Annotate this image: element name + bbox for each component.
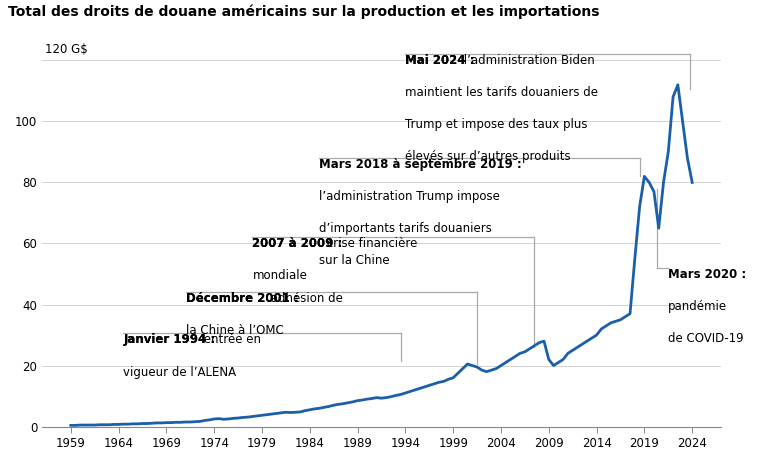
- Text: Mars 2018 à septembre 2019 :: Mars 2018 à septembre 2019 :: [319, 158, 522, 171]
- Text: de COVID-19: de COVID-19: [668, 332, 744, 345]
- Text: Total des droits de douane américains sur la production et les importations: Total des droits de douane américains su…: [8, 5, 599, 19]
- Text: Janvier 1994 : entrée en: Janvier 1994 : entrée en: [124, 333, 266, 346]
- Text: Mai 2024 :: Mai 2024 :: [406, 54, 475, 67]
- Text: maintient les tarifs douaniers de: maintient les tarifs douaniers de: [406, 86, 598, 100]
- Text: l’administration Biden: l’administration Biden: [460, 54, 594, 67]
- Text: Janvier 1994 :: Janvier 1994 :: [124, 333, 216, 346]
- Text: vigueur de l’ALENA: vigueur de l’ALENA: [124, 365, 237, 379]
- Text: Mai 2024 :: Mai 2024 :: [406, 54, 475, 67]
- Text: Décembre 2001 : adhésion de: Décembre 2001 : adhésion de: [186, 292, 363, 306]
- Text: pandémie: pandémie: [668, 300, 727, 313]
- Text: sur la Chine: sur la Chine: [319, 254, 390, 267]
- Text: Mars 2020 :: Mars 2020 :: [668, 268, 746, 281]
- Text: élevés sur d’autres produits: élevés sur d’autres produits: [406, 150, 571, 163]
- Text: Mai 2024 : l’administration Biden: Mai 2024 : l’administration Biden: [406, 54, 602, 67]
- Text: mondiale: mondiale: [253, 269, 307, 282]
- Text: Décembre 2001 :: Décembre 2001 :: [186, 292, 298, 306]
- Text: adhésion de: adhésion de: [267, 292, 343, 306]
- Text: Trump et impose des taux plus: Trump et impose des taux plus: [406, 118, 588, 131]
- Text: la Chine à l’OMC: la Chine à l’OMC: [186, 325, 283, 337]
- Text: d’importants tarifs douaniers: d’importants tarifs douaniers: [319, 222, 492, 235]
- Text: 2007 à 2009 :: 2007 à 2009 :: [253, 237, 343, 250]
- Text: Janvier 1994 :: Janvier 1994 :: [124, 333, 216, 346]
- Text: Décembre 2001 :: Décembre 2001 :: [186, 292, 298, 306]
- Text: entrée en: entrée en: [200, 333, 260, 346]
- Text: l’administration Trump impose: l’administration Trump impose: [319, 190, 500, 203]
- Text: 2007 à 2009 :: 2007 à 2009 :: [253, 237, 343, 250]
- Text: 2007 à 2009 : crise financière: 2007 à 2009 : crise financière: [253, 237, 429, 250]
- Text: 120 G$: 120 G$: [45, 43, 88, 56]
- Text: crise financière: crise financière: [323, 237, 418, 250]
